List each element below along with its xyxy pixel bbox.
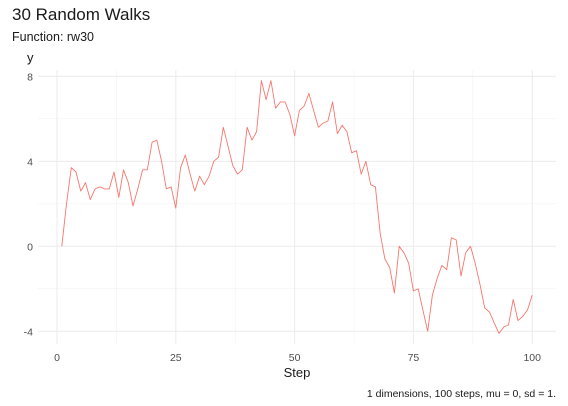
x-axis-title: Step <box>284 365 311 380</box>
chart-title: 30 Random Walks <box>12 5 151 24</box>
y-tick-label: -4 <box>24 326 33 338</box>
x-tick-label: 25 <box>170 352 182 364</box>
chart-subtitle: Function: rw30 <box>12 30 94 44</box>
x-tick-label: 100 <box>523 352 541 364</box>
x-tick-label: 0 <box>54 352 60 364</box>
x-tick-label: 50 <box>289 352 301 364</box>
y-tick-label: 0 <box>27 241 33 253</box>
y-tick-label: 4 <box>27 156 33 168</box>
y-tick-label: 8 <box>27 71 33 83</box>
y-axis-title: y <box>27 50 34 65</box>
chart-caption: 1 dimensions, 100 steps, mu = 0, sd = 1. <box>366 388 556 400</box>
x-tick-label: 75 <box>408 352 420 364</box>
series-line <box>61 80 533 334</box>
